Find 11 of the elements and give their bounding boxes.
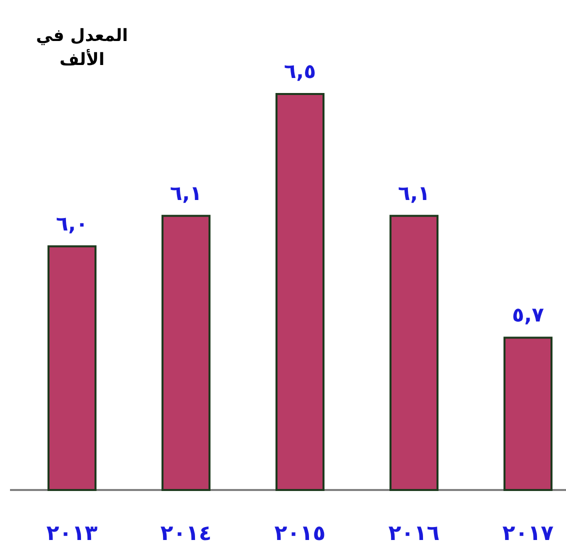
x-tick-label: ٢٠١٤ bbox=[160, 521, 212, 545]
x-tick-label: ٢٠١٦ bbox=[388, 521, 440, 545]
data-label: ٦,٥ bbox=[284, 59, 316, 83]
data-label: ٥,٧ bbox=[512, 302, 544, 327]
x-tick-label: ٢٠١٧ bbox=[502, 521, 554, 545]
data-label: ٦,١ bbox=[398, 180, 430, 205]
data-label: ٦,٠ bbox=[56, 211, 88, 236]
x-tick-label: ٢٠١٣ bbox=[46, 521, 98, 545]
chart-title: المعدل في الألف bbox=[34, 25, 130, 72]
x-tick-label: ٢٠١٥ bbox=[274, 521, 326, 545]
data-label: ٦,١ bbox=[170, 180, 202, 205]
